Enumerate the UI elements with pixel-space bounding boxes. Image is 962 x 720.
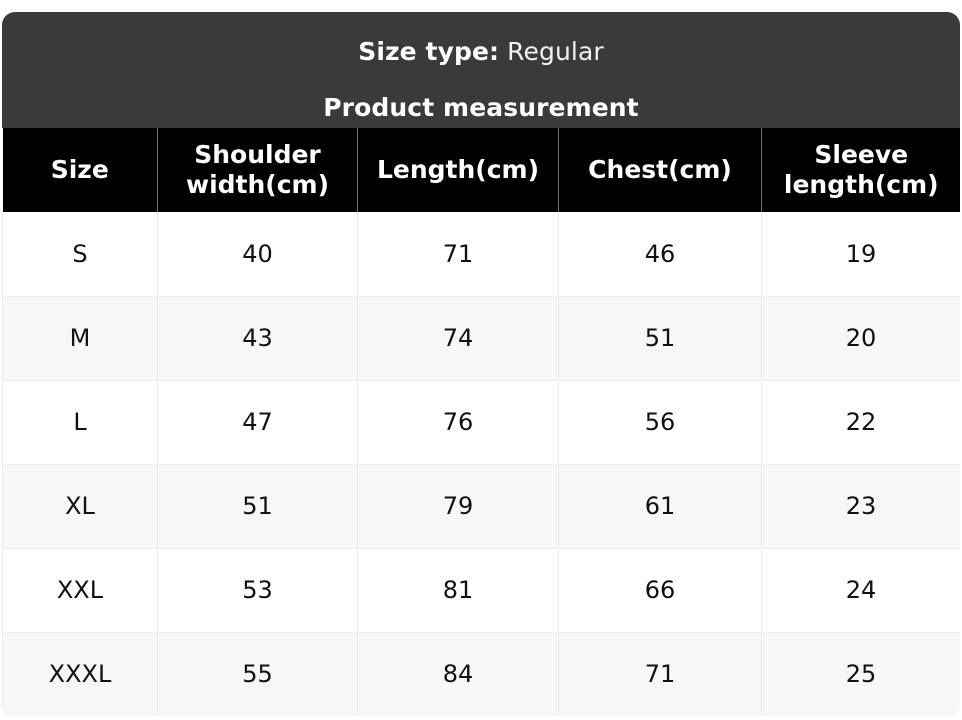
table-head: Size Shoulder width(cm) Length(cm) Chest… (2, 128, 960, 212)
cell-sleeve: 24 (761, 548, 960, 633)
cell-chest: 66 (558, 548, 762, 633)
cell-chest: 56 (558, 380, 762, 465)
column-header-chest-line-1: Chest(cm) (588, 155, 732, 184)
column-header-sleeve-line-1: Sleeve (814, 140, 909, 169)
table-row: XXL 53 81 66 24 (2, 548, 960, 633)
cell-length: 71 (357, 212, 559, 297)
cell-sleeve: 19 (761, 212, 960, 297)
size-type-line: Size type: Regular (2, 35, 960, 69)
cell-size: XL (2, 464, 158, 549)
cell-chest: 51 (558, 296, 762, 381)
cell-shoulder: 55 (157, 632, 358, 716)
column-header-chest: Chest(cm) (558, 128, 762, 212)
column-header-shoulder-line-2: width(cm) (185, 170, 330, 199)
cell-size: XXXL (2, 632, 158, 716)
table-row: XXXL 55 84 71 25 (2, 632, 960, 716)
column-header-sleeve-length: Sleeve length(cm) (761, 128, 960, 212)
column-header-sleeve-line-2: length(cm) (783, 170, 939, 199)
measurement-table: Size Shoulder width(cm) Length(cm) Chest… (2, 128, 960, 716)
cell-length: 74 (357, 296, 559, 381)
column-header-shoulder-width: Shoulder width(cm) (157, 128, 358, 212)
table-row: S 40 71 46 19 (2, 212, 960, 297)
size-type-value: Regular (507, 37, 604, 66)
cell-size: S (2, 212, 158, 297)
cell-shoulder: 47 (157, 380, 358, 465)
cell-shoulder: 43 (157, 296, 358, 381)
cell-length: 79 (357, 464, 559, 549)
column-header-size-line-1: Size (50, 155, 109, 184)
size-chart-header: Size type: Regular Product measurement (2, 12, 960, 128)
cell-length: 81 (357, 548, 559, 633)
cell-size: XXL (2, 548, 158, 633)
cell-chest: 71 (558, 632, 762, 716)
table-body: S 40 71 46 19 M 43 74 51 20 L 47 76 56 2… (2, 212, 960, 716)
cell-chest: 61 (558, 464, 762, 549)
column-header-shoulder-line-1: Shoulder (194, 140, 321, 169)
column-header-length-line-1: Length(cm) (376, 155, 540, 184)
table-row: M 43 74 51 20 (2, 296, 960, 381)
column-header-size: Size (2, 128, 158, 212)
cell-size: L (2, 380, 158, 465)
table-row: L 47 76 56 22 (2, 380, 960, 465)
column-header-length: Length(cm) (357, 128, 559, 212)
size-chart-card: Size type: Regular Product measurement S… (2, 12, 960, 718)
cell-shoulder: 51 (157, 464, 358, 549)
cell-shoulder: 40 (157, 212, 358, 297)
cell-sleeve: 22 (761, 380, 960, 465)
cell-sleeve: 20 (761, 296, 960, 381)
cell-sleeve: 25 (761, 632, 960, 716)
table-row: XL 51 79 61 23 (2, 464, 960, 549)
cell-size: M (2, 296, 158, 381)
table-header-row: Size Shoulder width(cm) Length(cm) Chest… (2, 128, 960, 212)
cell-sleeve: 23 (761, 464, 960, 549)
cell-chest: 46 (558, 212, 762, 297)
size-type-label: Size type: (358, 37, 500, 66)
cell-length: 76 (357, 380, 559, 465)
product-measurement-title: Product measurement (323, 93, 639, 122)
cell-shoulder: 53 (157, 548, 358, 633)
cell-length: 84 (357, 632, 559, 716)
